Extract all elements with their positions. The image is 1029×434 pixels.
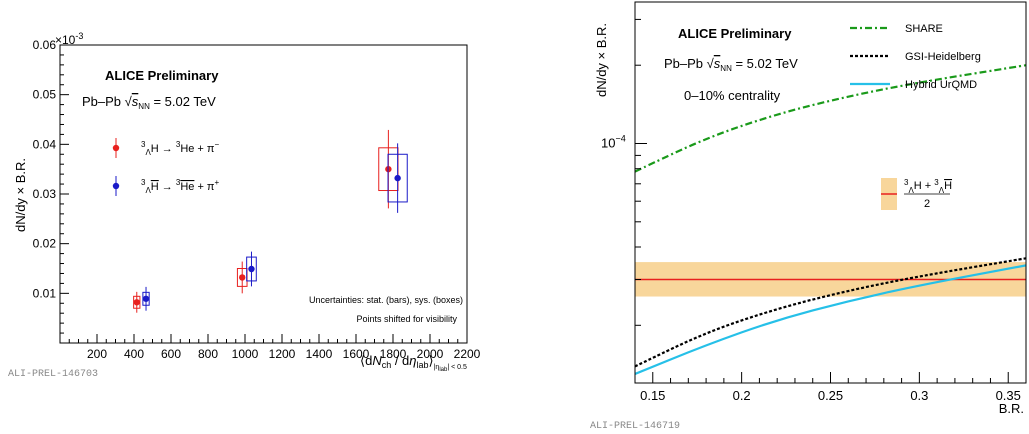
left-y-tick-label: 0.02 — [33, 237, 57, 251]
right-legend-band-denominator: 2 — [924, 198, 930, 210]
left-x-tick-label: 200 — [87, 347, 107, 361]
right-legend-label: GSI-Heidelberg — [905, 51, 981, 63]
left-x-tick-label: 600 — [161, 347, 181, 361]
left-y-exponent: ×10-3 — [55, 31, 83, 47]
left-legend-label: 3ΛH → 3He + π− — [141, 140, 220, 157]
left-x-tick-label: 1200 — [269, 347, 296, 361]
right-y-axis-label: dN/dy × B.R. — [594, 23, 609, 97]
left-title: ALICE Preliminary — [105, 68, 219, 83]
right-y-tick-label: 10−4 — [601, 134, 626, 151]
right-figure-id: ALI-PREL-146719 — [590, 421, 680, 432]
left-annotation-shifted: Points shifted for visibility — [356, 314, 457, 324]
left-system-label: Pb–Pb √sNN = 5.02 TeV — [82, 94, 216, 111]
left-y-tick-label: 0.05 — [33, 88, 57, 102]
right-system-label: Pb–Pb √sNN = 5.02 TeV — [664, 56, 798, 73]
left-x-tick-label: 1800 — [380, 347, 407, 361]
left-x-axis-label: ⟨dNch / dηlab⟩|ηlab| < 0.5 — [360, 353, 467, 373]
left-x-tick-label: 800 — [198, 347, 218, 361]
right-legend-label: SHARE — [905, 23, 943, 35]
right-x-axis-label: B.R. — [999, 401, 1024, 416]
data-point — [239, 274, 246, 281]
left-y-tick-label: 0.06 — [33, 38, 57, 52]
left-x-tick-label: 1000 — [232, 347, 259, 361]
left-x-tick-label: 2000 — [417, 347, 444, 361]
model-curve-hybrid-urqmd — [634, 264, 1027, 375]
left-x-tick-label: 1400 — [306, 347, 333, 361]
data-point — [394, 174, 401, 182]
right-x-tick-label: 0.35 — [996, 388, 1021, 403]
right-legend-band-label: 3ΛH + 3ΛH — [904, 178, 952, 195]
right-legend-label: Hybrid UrQMD — [905, 79, 977, 91]
left-y-tick-label: 0.03 — [33, 187, 57, 201]
left-y-axis-label: dN/dy × B.R. — [13, 158, 28, 232]
model-curve-gsi-heidelberg — [634, 257, 1027, 368]
right-x-tick-label: 0.3 — [910, 388, 928, 403]
data-point — [133, 299, 140, 306]
left-annotation-uncertainties: Uncertainties: stat. (bars), sys. (boxes… — [309, 295, 463, 305]
data-point — [248, 265, 255, 273]
left-x-tick-label: 2200 — [454, 347, 481, 361]
left-legend-marker — [112, 182, 120, 190]
left-legend-marker — [112, 144, 120, 152]
right-x-tick-label: 0.15 — [640, 388, 665, 403]
right-title: ALICE Preliminary — [678, 26, 792, 41]
left-x-tick-label: 400 — [124, 347, 144, 361]
left-figure-id: ALI-PREL-146703 — [8, 369, 98, 380]
left-y-tick-label: 0.04 — [33, 137, 57, 151]
left-legend-label: 3ΛH → 3He + π+ — [141, 178, 220, 195]
left-y-tick-label: 0.01 — [33, 286, 57, 300]
model-curve-share — [634, 64, 1027, 173]
right-centrality-label: 0–10% centrality — [684, 88, 781, 103]
data-point — [142, 295, 150, 302]
right-x-tick-label: 0.2 — [733, 388, 751, 403]
left-x-tick-label: 1600 — [343, 347, 370, 361]
right-x-tick-label: 0.25 — [818, 388, 843, 403]
